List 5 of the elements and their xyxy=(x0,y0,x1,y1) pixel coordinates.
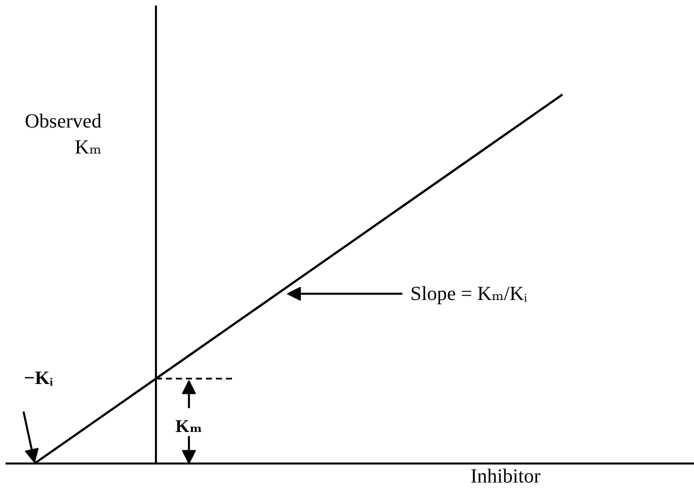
y-axis-title: Observed Kₘ xyxy=(24,110,102,159)
annotation: −Kᵢ xyxy=(24,368,54,389)
x-axis-title: Inhibitor xyxy=(470,466,541,488)
annotation: Kₘ xyxy=(175,416,203,436)
annotation: Slope = Kₘ/Kᵢ xyxy=(410,282,528,305)
